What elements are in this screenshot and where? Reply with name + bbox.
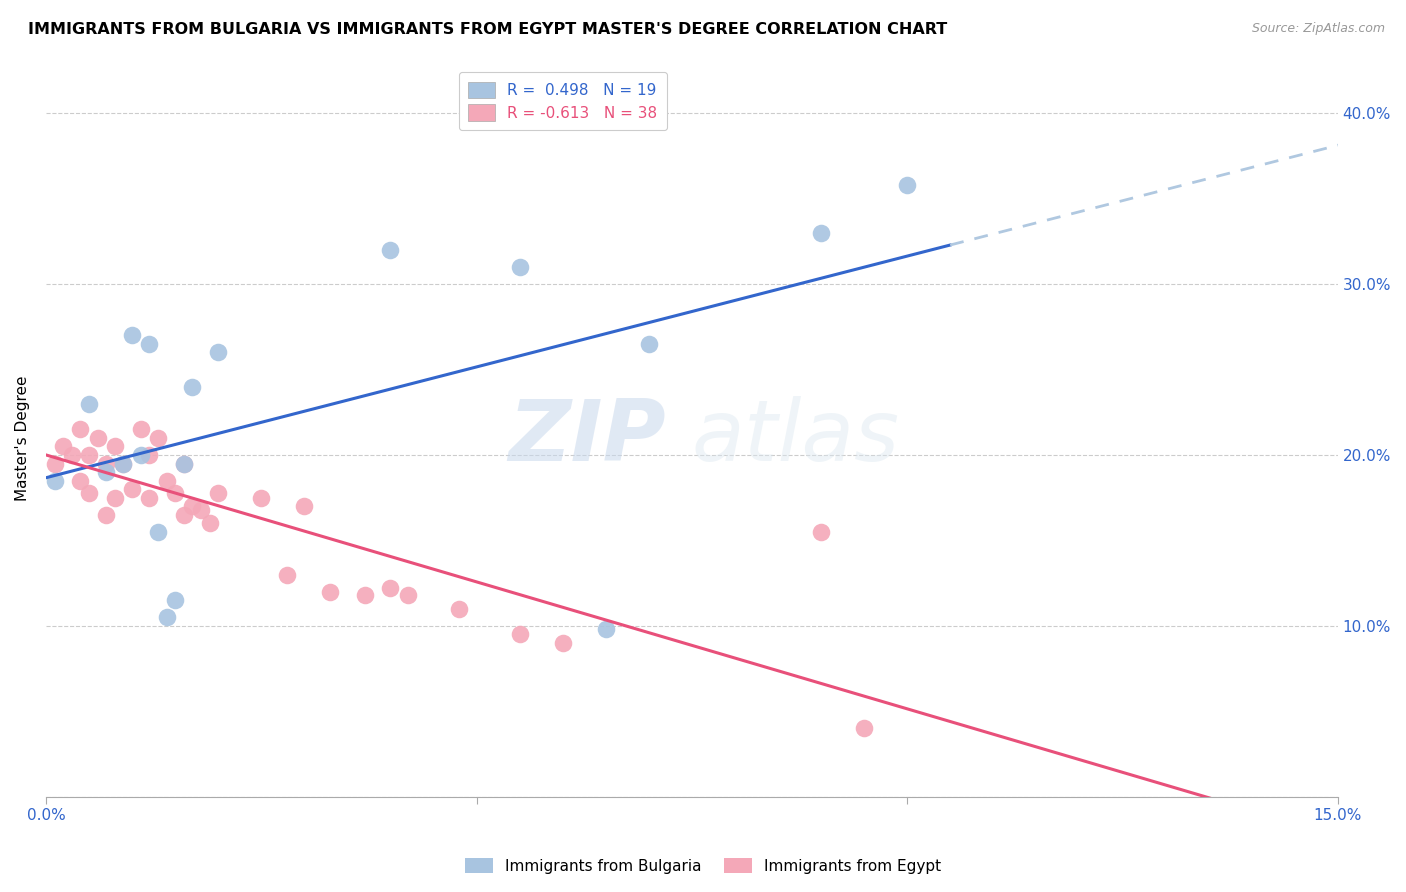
Point <box>396 588 419 602</box>
Point <box>595 622 617 636</box>
Point <box>250 491 273 505</box>
Point <box>69 474 91 488</box>
Point <box>104 491 127 505</box>
Point <box>509 260 531 274</box>
Point <box>449 601 471 615</box>
Point <box>173 457 195 471</box>
Point <box>138 491 160 505</box>
Point <box>52 439 75 453</box>
Legend: R =  0.498   N = 19, R = -0.613   N = 38: R = 0.498 N = 19, R = -0.613 N = 38 <box>458 72 666 130</box>
Point <box>207 485 229 500</box>
Point <box>96 457 118 471</box>
Legend: Immigrants from Bulgaria, Immigrants from Egypt: Immigrants from Bulgaria, Immigrants fro… <box>458 852 948 880</box>
Point <box>121 328 143 343</box>
Point <box>44 474 66 488</box>
Point <box>112 457 135 471</box>
Y-axis label: Master's Degree: Master's Degree <box>15 376 30 500</box>
Point <box>77 397 100 411</box>
Text: ZIP: ZIP <box>509 396 666 479</box>
Point <box>551 636 574 650</box>
Point <box>121 482 143 496</box>
Point <box>112 457 135 471</box>
Point <box>198 516 221 531</box>
Point <box>380 243 402 257</box>
Point <box>509 627 531 641</box>
Point <box>353 588 375 602</box>
Point <box>77 448 100 462</box>
Text: atlas: atlas <box>692 396 900 479</box>
Point <box>146 524 169 539</box>
Point <box>292 500 315 514</box>
Point <box>155 610 177 624</box>
Point <box>810 226 832 240</box>
Point <box>853 722 876 736</box>
Point <box>129 448 152 462</box>
Point <box>637 337 659 351</box>
Point <box>60 448 83 462</box>
Point <box>190 502 212 516</box>
Point <box>155 474 177 488</box>
Point <box>138 337 160 351</box>
Point <box>129 422 152 436</box>
Point <box>207 345 229 359</box>
Point <box>181 379 204 393</box>
Text: IMMIGRANTS FROM BULGARIA VS IMMIGRANTS FROM EGYPT MASTER'S DEGREE CORRELATION CH: IMMIGRANTS FROM BULGARIA VS IMMIGRANTS F… <box>28 22 948 37</box>
Point <box>380 581 402 595</box>
Point <box>165 485 187 500</box>
Point <box>810 524 832 539</box>
Point <box>104 439 127 453</box>
Point <box>319 584 342 599</box>
Point <box>69 422 91 436</box>
Point <box>173 508 195 522</box>
Point <box>86 431 108 445</box>
Point <box>896 178 918 192</box>
Point <box>96 465 118 479</box>
Point <box>165 593 187 607</box>
Text: Source: ZipAtlas.com: Source: ZipAtlas.com <box>1251 22 1385 36</box>
Point <box>181 500 204 514</box>
Point <box>276 567 298 582</box>
Point <box>146 431 169 445</box>
Point <box>77 485 100 500</box>
Point <box>96 508 118 522</box>
Point <box>138 448 160 462</box>
Point <box>173 457 195 471</box>
Point <box>44 457 66 471</box>
